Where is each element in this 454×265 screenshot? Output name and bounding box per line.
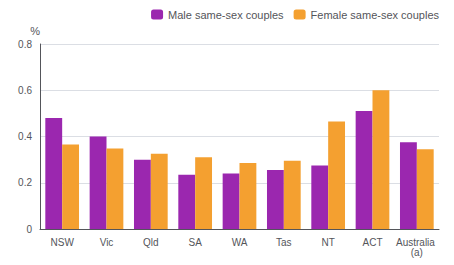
svg-text:Vic: Vic <box>100 237 114 248</box>
svg-text:0.2: 0.2 <box>18 177 32 188</box>
svg-text:SA: SA <box>188 237 202 248</box>
svg-text:Qld: Qld <box>143 237 159 248</box>
svg-text:0.8: 0.8 <box>18 39 32 50</box>
svg-text:NT: NT <box>321 237 334 248</box>
svg-text:Male same-sex couples: Male same-sex couples <box>168 9 284 21</box>
svg-text:(a): (a) <box>411 247 423 258</box>
svg-text:NSW: NSW <box>50 237 74 248</box>
svg-text:0.6: 0.6 <box>18 85 32 96</box>
svg-text:Australia: Australia <box>396 236 438 248</box>
svg-text:ACT: ACT <box>363 237 383 248</box>
svg-text:%: % <box>30 25 40 37</box>
svg-text:Tas: Tas <box>276 237 292 248</box>
svg-text:WA: WA <box>232 237 248 248</box>
svg-text:0: 0 <box>26 224 32 235</box>
svg-text:Female same-sex couples: Female same-sex couples <box>311 9 440 21</box>
svg-text:0.4: 0.4 <box>18 131 32 142</box>
